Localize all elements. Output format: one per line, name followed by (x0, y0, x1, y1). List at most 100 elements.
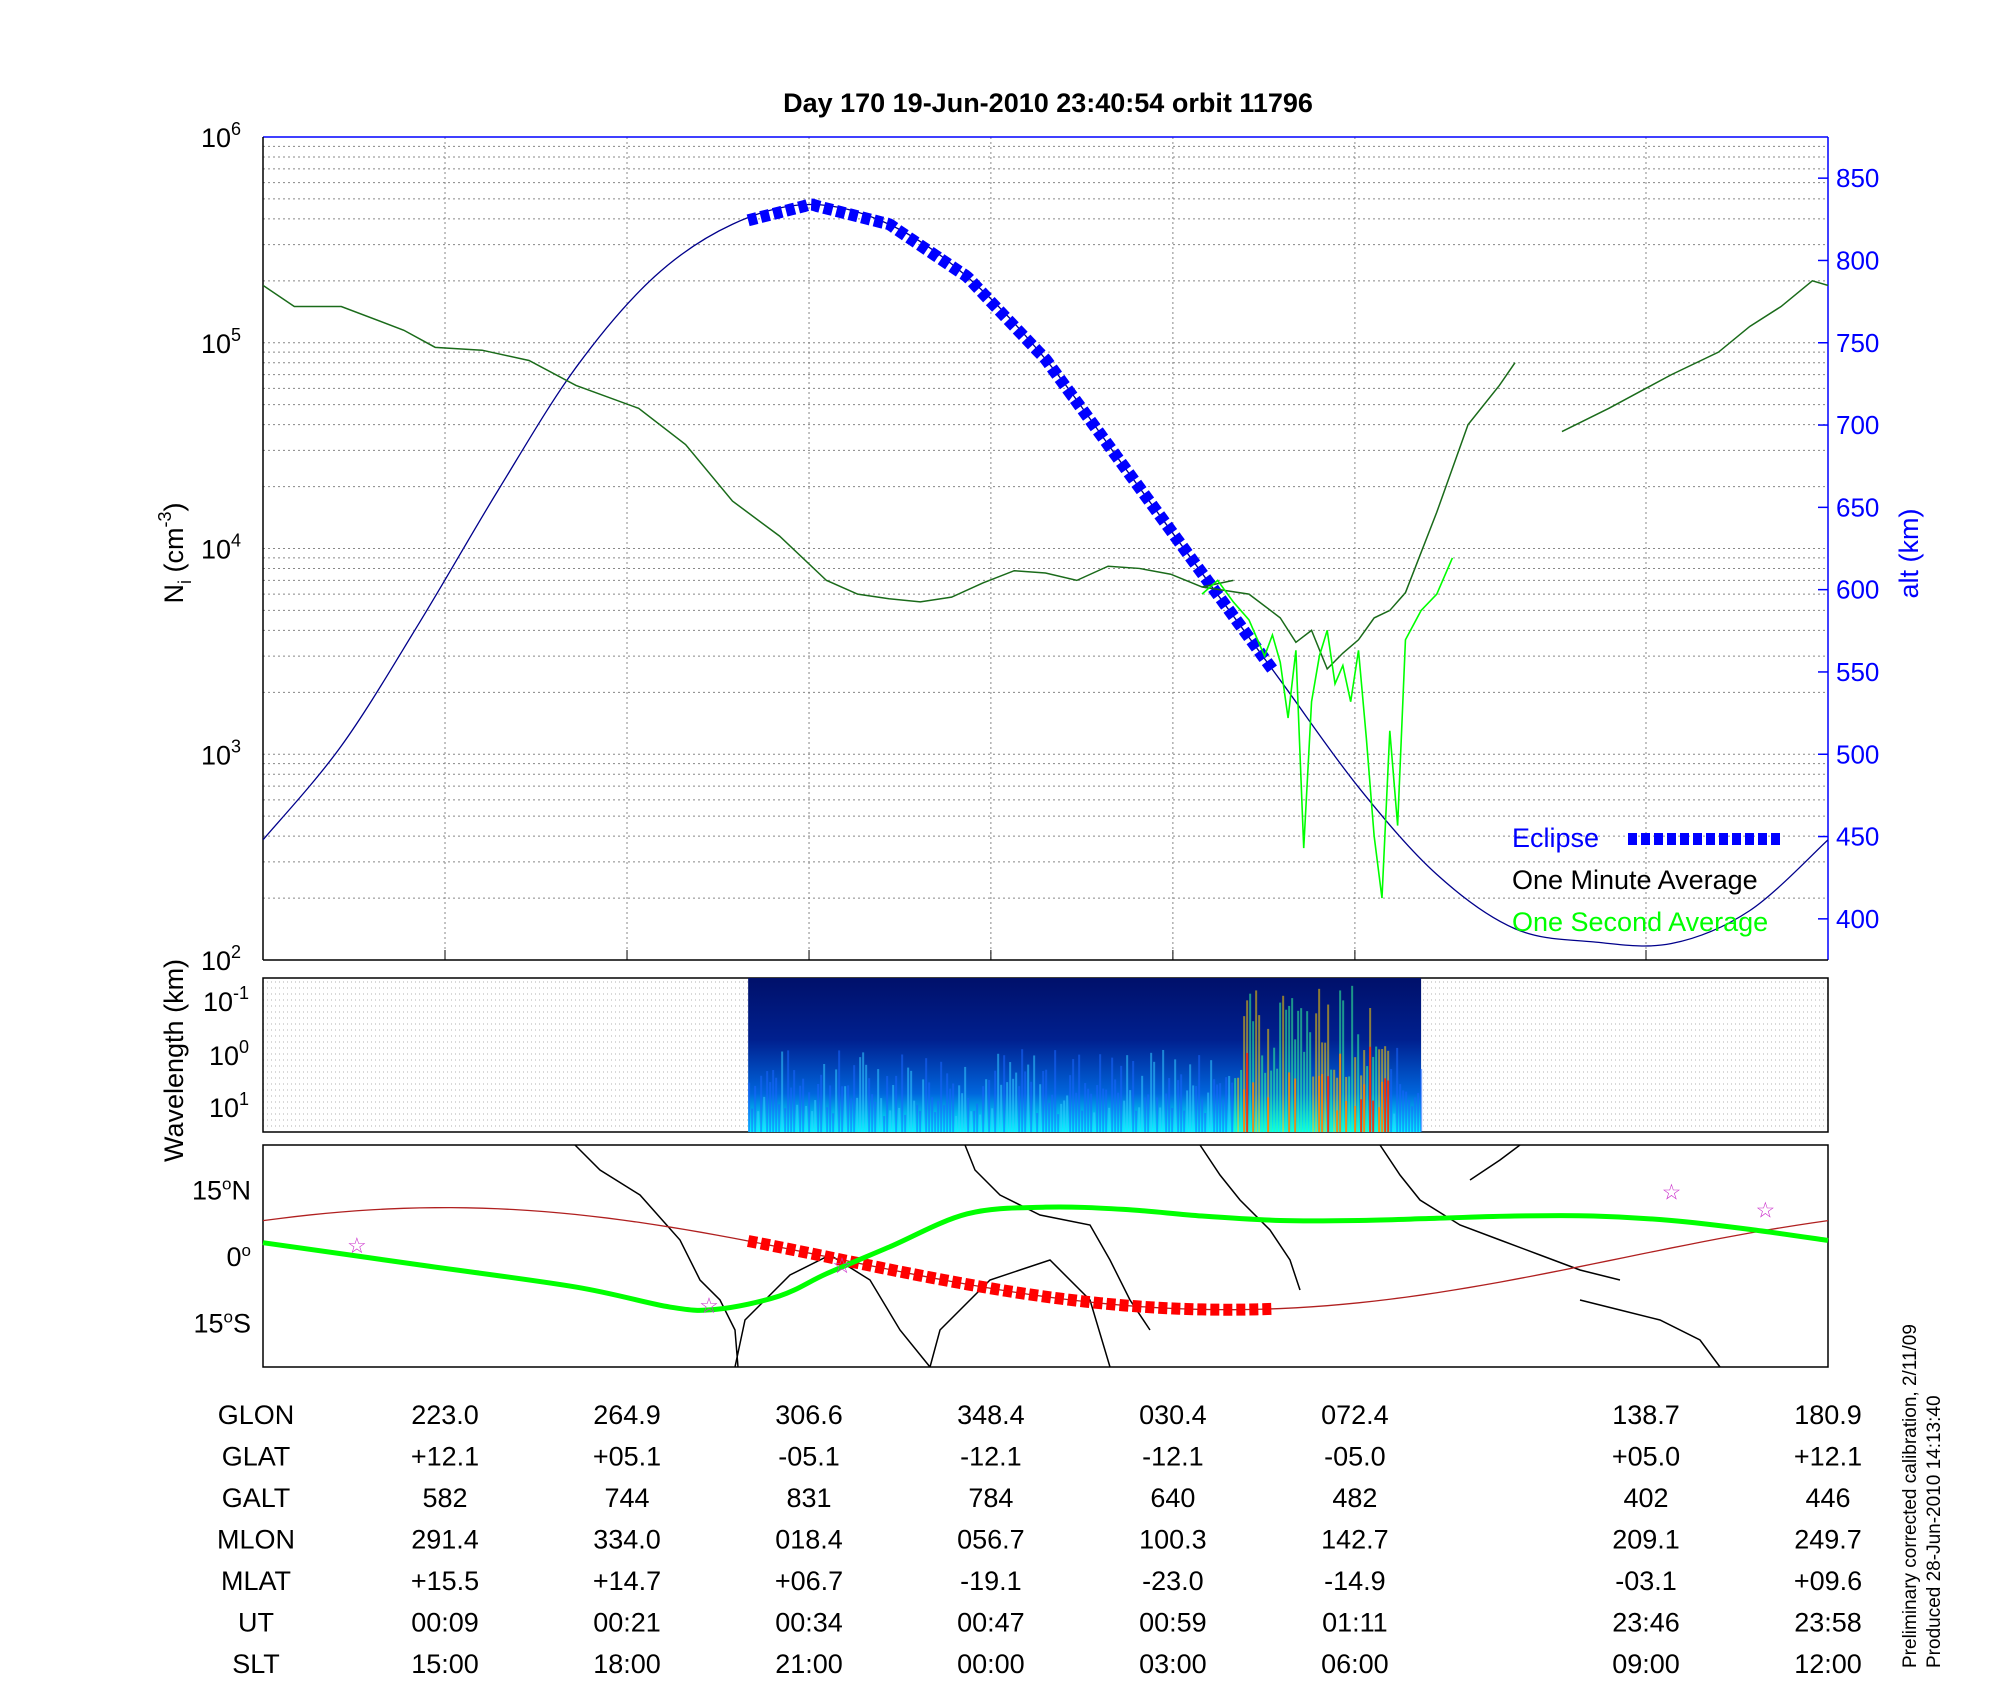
map-y-tick-label: 15oN (192, 1174, 251, 1205)
spectrogram-column (1018, 1086, 1021, 1132)
spectrogram-column (1042, 1070, 1045, 1132)
spectrogram-column (1015, 1072, 1018, 1132)
spectrogram-column (1132, 1060, 1135, 1132)
y2-tick-label: 550 (1836, 657, 1879, 687)
station-star-icon: ☆ (699, 1293, 719, 1318)
spectrogram-column (835, 1069, 838, 1132)
table-cell: 291.4 (411, 1525, 479, 1555)
spectrogram-column (958, 1085, 961, 1132)
spectrogram-column (1021, 1049, 1024, 1132)
spectrogram-column (1066, 1095, 1069, 1132)
table-cell: 582 (422, 1483, 467, 1513)
spectrogram-column (1327, 1004, 1330, 1132)
spectrogram-column (877, 1069, 880, 1132)
row-label-mlon: MLON (217, 1525, 295, 1555)
table-cell: 21:00 (775, 1649, 843, 1679)
spectrogram-column (985, 1079, 988, 1132)
table-cell: 00:21 (593, 1608, 661, 1638)
spectrogram-column (880, 1098, 883, 1132)
table-cell: 06:00 (1321, 1649, 1389, 1679)
spectrogram-column (982, 1086, 985, 1132)
spectrogram-column (1393, 1113, 1396, 1132)
spectrogram-column (1342, 1000, 1345, 1132)
table-cell: -12.1 (960, 1442, 1022, 1472)
spectrogram-column (754, 1085, 757, 1132)
table-cell: 00:59 (1139, 1608, 1207, 1638)
spectrogram-column (994, 1070, 997, 1132)
map-frame (262, 1144, 1829, 1368)
spectrogram-column (928, 1082, 931, 1132)
spectrogram-column (862, 1052, 865, 1132)
spectrogram-column (1138, 1107, 1141, 1132)
spectrogram-column (817, 1083, 820, 1132)
y2-tick-label: 500 (1836, 739, 1879, 769)
table-cell: -03.1 (1615, 1566, 1677, 1596)
spectrogram-column (1201, 1099, 1204, 1132)
coastline-4 (1199, 1144, 1301, 1291)
spectrogram-column (931, 1097, 934, 1132)
spectrogram-column (952, 1083, 955, 1132)
spectrogram-column (865, 1064, 868, 1132)
spectrogram-column (1216, 1084, 1219, 1132)
map-panel: ☆ ☆ ☆ ☆ ☆ 15oN 0o 15oS (192, 1144, 1829, 1368)
spectrogram-column (1081, 1110, 1084, 1132)
spectrogram-column (1198, 1055, 1201, 1132)
table-cell: 15:00 (411, 1649, 479, 1679)
spectrogram-column (1159, 1107, 1162, 1132)
spectrogram-column (1057, 1114, 1060, 1132)
spectrogram-column (886, 1076, 889, 1132)
spectrogram-column (1408, 1099, 1411, 1132)
spectrogram-column (1051, 1094, 1054, 1132)
y-tick-label: 104 (201, 531, 241, 565)
table-cell: 018.4 (775, 1525, 843, 1555)
table-cell: 138.7 (1612, 1400, 1680, 1430)
spectrogram-column (1411, 1106, 1414, 1132)
spectrogram-column (1243, 1016, 1246, 1132)
coastline-6 (1469, 1144, 1521, 1181)
table-cell: 348.4 (957, 1400, 1025, 1430)
spectrogram-column (796, 1104, 799, 1132)
table-cell: 030.4 (1139, 1400, 1207, 1430)
spectrogram-column (1285, 1009, 1288, 1132)
table-cell: 334.0 (593, 1525, 661, 1555)
spectrogram-hot-column (1387, 1080, 1390, 1132)
spectrogram-hot-column (1246, 1052, 1249, 1132)
table-cell: 056.7 (957, 1525, 1025, 1555)
station-star-icon: ☆ (832, 1253, 852, 1278)
spectrogram-column (925, 1058, 928, 1132)
table-cell: 23:46 (1612, 1608, 1680, 1638)
table-cell: -14.9 (1324, 1566, 1386, 1596)
legend: Eclipse One Minute Average One Second Aver… (1512, 823, 1780, 937)
spectrogram-column (787, 1050, 790, 1132)
spectrogram-column (871, 1094, 874, 1132)
table-cell: 09:00 (1612, 1649, 1680, 1679)
spectrogram-column (1372, 1056, 1375, 1132)
table-cell: +14.7 (593, 1566, 661, 1596)
spectrogram-column (793, 1070, 796, 1132)
spectrogram-column (1183, 1110, 1186, 1132)
spectrogram-column (1099, 1054, 1102, 1132)
station-star-icon: ☆ (1756, 1197, 1776, 1222)
spectrogram-column (1303, 1051, 1306, 1132)
spectrogram-column (1273, 1047, 1276, 1132)
spectrogram-column (1267, 1028, 1270, 1132)
spectrogram-hot-column (1381, 1081, 1384, 1132)
spectrogram-hot-column (1321, 1074, 1324, 1132)
spectrogram-column (955, 1116, 958, 1132)
spectrogram-column (853, 1065, 856, 1132)
spectrogram-column (1162, 1049, 1165, 1132)
spectrogram-column (1354, 1057, 1357, 1132)
spectrogram-column (1063, 1100, 1066, 1132)
spectrogram-column (1210, 1060, 1213, 1132)
spectrogram-column (967, 1098, 970, 1132)
spectrogram-column (1270, 1070, 1273, 1132)
row-label-mlat: MLAT (221, 1566, 291, 1596)
spectrogram-column (1150, 1052, 1153, 1132)
table-cell: 482 (1332, 1483, 1377, 1513)
spectrogram-column (799, 1085, 802, 1132)
y-axis-label: Ni (cm-3) (155, 503, 195, 604)
eclipse-line (746, 198, 1278, 674)
spectrogram-hot-column (1294, 1078, 1297, 1132)
spectrogram-column (1351, 985, 1354, 1132)
